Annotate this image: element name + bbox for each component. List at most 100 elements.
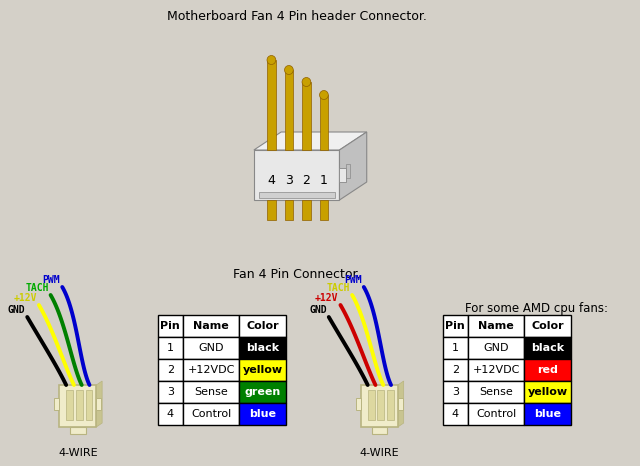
Text: Control: Control [476,409,516,419]
Text: 4: 4 [268,173,275,186]
Text: +12V: +12V [315,293,339,303]
Bar [157,403,183,425]
Bar [443,403,468,425]
Text: PWM: PWM [344,275,362,285]
Bar [524,337,571,359]
Bar [183,403,239,425]
Bar [70,427,86,434]
Text: 4: 4 [166,409,174,419]
Text: +12VDC: +12VDC [188,365,235,375]
Bar [356,397,361,410]
Text: Sense: Sense [479,387,513,397]
Bar [239,315,286,337]
Text: 2: 2 [303,173,310,186]
Bar [468,359,524,381]
Bar [183,381,239,403]
Circle shape [285,66,293,75]
Bar [524,381,571,403]
Text: +12V: +12V [13,293,37,303]
Text: red: red [537,365,558,375]
Bar [468,381,524,403]
Text: Pin: Pin [161,321,180,331]
Text: 1: 1 [452,343,459,353]
Text: 1: 1 [320,173,328,186]
Text: yellow: yellow [527,387,568,397]
Text: Pin: Pin [445,321,465,331]
Text: yellow: yellow [243,365,283,375]
Bar [368,390,374,420]
Bar [319,200,328,220]
Bar [157,381,183,403]
Bar [267,200,276,220]
Text: 3: 3 [167,387,173,397]
Text: Control: Control [191,409,231,419]
Text: TACH: TACH [25,283,49,293]
Bar [157,359,183,381]
Text: 4-WIRE: 4-WIRE [360,448,399,458]
Bar [443,337,468,359]
Circle shape [267,55,276,64]
Bar [387,390,394,420]
Bar [468,315,524,337]
Bar [285,200,293,220]
Text: green: green [244,387,281,397]
Bar [443,359,468,381]
Bar [76,390,83,420]
Text: 3: 3 [285,173,293,186]
Text: GND: GND [309,305,327,315]
Bar [239,359,286,381]
Bar [66,390,73,420]
Bar [302,82,311,150]
Bar [183,337,239,359]
Text: 2: 2 [166,365,174,375]
Bar [285,70,293,150]
Bar [54,397,60,410]
Bar [302,200,311,220]
Bar [239,403,286,425]
Bar [378,390,384,420]
Text: black: black [246,343,279,353]
Text: TACH: TACH [326,283,350,293]
Bar [524,315,571,337]
Text: GND: GND [8,305,26,315]
Bar [443,381,468,403]
Text: 4-WIRE: 4-WIRE [58,448,98,458]
Text: 3: 3 [452,387,459,397]
Bar [346,164,350,178]
Polygon shape [254,150,339,200]
Bar [183,315,239,337]
Polygon shape [339,132,367,200]
Polygon shape [254,132,367,150]
Text: Motherboard Fan 4 Pin header Connector.: Motherboard Fan 4 Pin header Connector. [167,10,427,23]
Text: Name: Name [478,321,514,331]
Bar [183,359,239,381]
Polygon shape [398,381,404,427]
Circle shape [302,77,311,87]
Bar [259,192,335,198]
Text: PWM: PWM [43,275,60,285]
Text: black: black [531,343,564,353]
Bar [398,397,403,410]
Bar [524,359,571,381]
Bar [157,337,183,359]
Bar [468,403,524,425]
Text: blue: blue [534,409,561,419]
Bar [443,315,468,337]
Text: For some AMD cpu fans:: For some AMD cpu fans: [465,302,608,315]
Text: GND: GND [198,343,224,353]
Circle shape [319,90,328,100]
Bar [239,337,286,359]
Text: 1: 1 [167,343,173,353]
Text: blue: blue [249,409,276,419]
Text: GND: GND [483,343,509,353]
Bar [372,427,387,434]
Text: Sense: Sense [194,387,228,397]
Text: Color: Color [531,321,564,331]
Bar [319,95,328,150]
Bar [524,403,571,425]
Text: Color: Color [246,321,279,331]
Bar [267,60,276,150]
Text: Name: Name [193,321,229,331]
Bar [157,315,183,337]
Bar [60,385,96,427]
